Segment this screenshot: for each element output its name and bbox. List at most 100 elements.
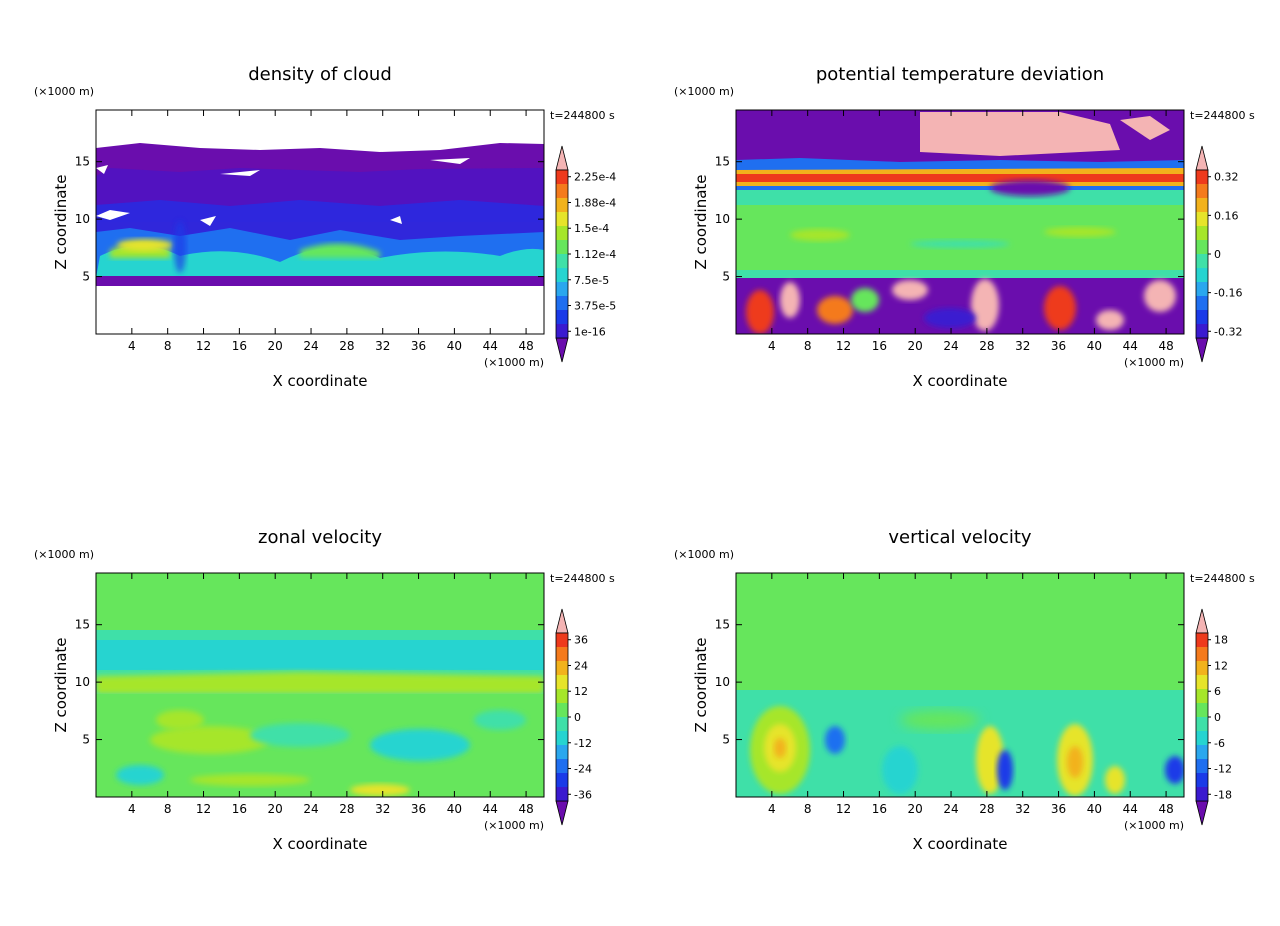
colorbar-label: 1.12e-4: [574, 248, 616, 261]
colorbar-band: [1196, 226, 1208, 240]
colorbar-band: [1196, 170, 1208, 184]
x-unit-label: (×1000 m): [1124, 819, 1184, 832]
colorbar-band: [1196, 773, 1208, 787]
x-tick-label: 4: [768, 339, 776, 353]
colorbar-label: 2.25e-4: [574, 171, 616, 184]
colorbar-band: [556, 310, 568, 324]
colorbar-label: -6: [1214, 737, 1225, 750]
y-tick-label: 10: [75, 212, 90, 226]
colorbar-band: [556, 787, 568, 801]
colorbar-band: [556, 282, 568, 296]
field-zonal-velocity: [96, 573, 544, 797]
colorbar-label: -36: [574, 788, 592, 801]
colorbar-band: [1196, 633, 1208, 647]
colorbar-label: 1e-16: [574, 325, 606, 338]
y-tick-label: 15: [75, 155, 90, 169]
colorbar-label: 0.16: [1214, 209, 1239, 222]
x-tick-label: 8: [164, 802, 172, 816]
x-tick-label: 16: [232, 339, 247, 353]
x-axis-label: X coordinate: [912, 372, 1007, 390]
x-tick-label: 48: [1158, 339, 1173, 353]
x-tick-label: 44: [483, 802, 498, 816]
x-tick-label: 24: [303, 802, 318, 816]
colorbar-min-extension: [555, 800, 569, 826]
panel-potential-temperature-deviation: potential temperature deviation (×1000 m…: [674, 64, 1255, 390]
colorbar-label: 0.32: [1214, 171, 1239, 184]
x-tick-label: 48: [518, 802, 533, 816]
colorbar-band: [556, 170, 568, 184]
x-unit-label: (×1000 m): [484, 356, 544, 369]
colorbar-band: [1196, 689, 1208, 703]
colorbar-band: [1196, 324, 1208, 338]
x-tick-label: 12: [196, 339, 211, 353]
colorbar-band: [556, 759, 568, 773]
y-tick-label: 5: [82, 733, 90, 747]
y-tick-label: 5: [722, 733, 730, 747]
y-tick-label: 10: [715, 212, 730, 226]
colorbar-max-extension: [555, 608, 569, 634]
plot-frame: [95, 109, 545, 335]
colorbar-band: [1196, 282, 1208, 296]
x-tick-label: 24: [943, 802, 958, 816]
x-ticks: 4 8 12 16 20 24 28 32 36 40 44 48: [128, 573, 534, 816]
colorbar-band: [1196, 254, 1208, 268]
x-tick-label: 40: [447, 802, 462, 816]
colorbar-band: [556, 703, 568, 717]
colorbar-band: [1196, 745, 1208, 759]
time-label: t=244800 s: [1190, 572, 1255, 585]
colorbar-band: [1196, 184, 1208, 198]
chart-title: vertical velocity: [888, 527, 1032, 548]
colorbar-band: [556, 717, 568, 731]
x-tick-label: 32: [375, 339, 390, 353]
plot-frame: [735, 109, 1185, 335]
colorbar-max-extension: [1195, 145, 1209, 171]
x-tick-label: 16: [232, 802, 247, 816]
field-vertical-velocity: [736, 573, 1184, 797]
colorbar: -18 -12 -6 0 6 12 18: [1195, 608, 1232, 826]
colorbar-min-extension: [1195, 800, 1209, 826]
colorbar-label: -12: [1214, 763, 1232, 776]
colorbar-label: -18: [1214, 788, 1232, 801]
y-tick-label: 15: [715, 155, 730, 169]
colorbar-label: 0: [574, 711, 581, 724]
x-tick-label: 20: [268, 339, 283, 353]
chart-title: potential temperature deviation: [816, 64, 1104, 85]
y-unit-label: (×1000 m): [34, 85, 94, 98]
plot-frame: [735, 572, 1185, 798]
x-tick-label: 36: [1051, 339, 1066, 353]
colorbar-band: [1196, 647, 1208, 661]
colorbar-label: 24: [574, 659, 588, 672]
x-tick-label: 44: [1123, 339, 1138, 353]
x-tick-label: 40: [1087, 802, 1102, 816]
colorbar-min-extension: [555, 337, 569, 363]
colorbar-label: -24: [574, 763, 592, 776]
x-tick-label: 28: [979, 802, 994, 816]
x-tick-label: 48: [1158, 802, 1173, 816]
chart-title: zonal velocity: [258, 527, 382, 548]
colorbar-label: -0.32: [1214, 325, 1242, 338]
x-tick-label: 44: [483, 339, 498, 353]
x-tick-label: 40: [447, 339, 462, 353]
x-tick-label: 20: [268, 802, 283, 816]
field-potential-temperature-deviation: [736, 110, 1184, 334]
colorbar-max-extension: [1195, 608, 1209, 634]
y-ticks: 5 10 15: [715, 618, 1184, 747]
y-ticks: 5 10 15: [75, 618, 544, 747]
colorbar-label: 3.75e-5: [574, 300, 616, 313]
chart-title: density of cloud: [248, 64, 392, 85]
colorbar-band: [556, 633, 568, 647]
colorbar-band: [1196, 296, 1208, 310]
colorbar-band: [556, 745, 568, 759]
x-axis-label: X coordinate: [272, 372, 367, 390]
x-ticks: 4 8 12 16 20 24 28 32 36 40 44 48: [768, 110, 1174, 353]
panel-zonal-velocity: zonal velocity (×1000 m) t=244800 s 4 8 12…: [34, 527, 615, 853]
y-tick-label: 10: [75, 675, 90, 689]
colorbar-band: [556, 731, 568, 745]
x-tick-label: 48: [518, 339, 533, 353]
y-unit-label: (×1000 m): [674, 548, 734, 561]
colorbar-band: [556, 296, 568, 310]
colorbar-label: 1.88e-4: [574, 196, 616, 209]
y-tick-label: 15: [715, 618, 730, 632]
x-tick-label: 16: [872, 339, 887, 353]
